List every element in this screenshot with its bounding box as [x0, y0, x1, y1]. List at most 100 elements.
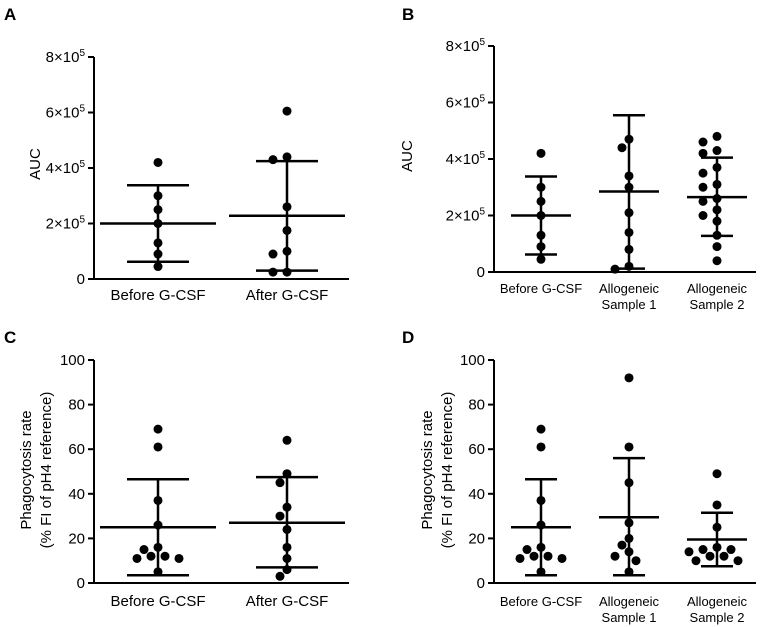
panel-c-data-point — [275, 478, 285, 488]
panel-c-y-tick-label: 80 — [68, 397, 85, 414]
panel-b-data-point — [712, 131, 722, 141]
panel-d-x-category-label: Allogeneic — [687, 594, 747, 609]
panel-b-data-point — [698, 196, 708, 206]
panel-a-y-tick-label: 0 — [77, 271, 85, 288]
panel-a-data-point — [282, 106, 292, 116]
panel-d-data-point — [631, 556, 641, 566]
panel-d-y-tick-label: 20 — [468, 530, 485, 547]
panel-a-y-axis-title: AUC — [27, 148, 44, 180]
panel-a-data-point — [282, 152, 292, 162]
panel-a-data-point — [268, 249, 278, 259]
panel-d-x-category-label: Before G-CSF — [500, 594, 582, 609]
panel-b-data-point — [698, 182, 708, 192]
panel-c-data-point — [146, 551, 156, 561]
panel-c-y-tick-label: 40 — [68, 486, 85, 503]
panel-b-data-point — [698, 148, 708, 158]
panel-a-letter: A — [4, 5, 16, 24]
panel-c-y-tick-label: 20 — [68, 530, 85, 547]
panel-b-data-point — [712, 242, 722, 252]
panel-a-x-category-label: Before G-CSF — [110, 287, 205, 304]
panel-b-data-point — [617, 143, 627, 153]
panel-a: A AUC 0 2×105 4×105 6×105 8×105 Before G-CSF A… — [4, 5, 349, 304]
panel-b-x-category-label: Before G-CSF — [500, 281, 582, 296]
panel-d-data-point — [705, 551, 715, 561]
panel-d-data-point — [536, 424, 546, 434]
panel-c: C Phagocytosis rate (% FI of pH4 referen… — [4, 328, 349, 610]
panel-d-y-tick-label: 40 — [468, 486, 485, 503]
panel-a-y-tick-label: 4×105 — [46, 159, 86, 177]
panel-d-data-point — [557, 553, 567, 563]
panel-b-data-point — [698, 211, 708, 220]
panel-d-data-point — [691, 556, 701, 566]
panel-d-data-point — [536, 442, 546, 452]
panel-b-data-point — [536, 254, 546, 264]
panel-c-data-point — [174, 553, 184, 563]
panel-d-y-tick-label: 60 — [468, 441, 485, 458]
panel-d-y-tick-label: 80 — [468, 397, 485, 414]
panel-c-data-point — [282, 435, 292, 445]
panel-d-x-category-label: Sample 1 — [602, 610, 657, 625]
panel-c-data-point — [275, 511, 285, 521]
panel-b-y-tick-label: 0 — [477, 264, 485, 281]
panel-c-x-category-label: After G-CSF — [246, 593, 329, 610]
panel-a-data-point — [268, 267, 278, 277]
panel-c-y-tick-label: 0 — [77, 575, 85, 592]
panel-d-data-point — [624, 373, 634, 383]
panel-b-x-category-label: Allogeneic — [599, 281, 659, 296]
panel-d-data-point — [733, 556, 743, 566]
panel-b-y-tick-label: 8×105 — [446, 37, 486, 55]
panel-d-data-point — [543, 551, 553, 561]
panel-b-data-point — [712, 256, 722, 266]
panel-c-data-point — [132, 553, 142, 563]
panel-c-letter: C — [4, 328, 16, 347]
panel-b-x-category-label: Sample 2 — [690, 297, 745, 312]
panel-d-y-tick-label: 100 — [460, 352, 485, 369]
panel-d-data-point — [726, 545, 736, 555]
panel-d-x-category-label: Allogeneic — [599, 594, 659, 609]
panel-d: D Phagocytosis rate (% FI of pH4 referen… — [402, 328, 756, 625]
panel-c-y-axis-title-line-1: Phagocytosis rate — [18, 410, 35, 529]
panel-c-data-point — [275, 571, 285, 581]
panel-d-y-axis-title-line-1: Phagocytosis rate — [419, 410, 436, 529]
panel-d-data-point — [684, 547, 694, 557]
panel-c-data-point — [139, 545, 149, 555]
panel-c-data-point — [160, 551, 170, 561]
panel-d-data-point — [624, 442, 634, 452]
panel-b-y-tick-label: 4×105 — [446, 150, 486, 168]
panel-c-y-tick-label: 100 — [60, 352, 85, 369]
panel-c-y-axis-title-line-2: (% FI of pH4 reference) — [38, 392, 55, 549]
panel-d-data-point — [617, 540, 627, 550]
panel-d-letter: D — [402, 328, 414, 347]
panel-a-x-category-label: After G-CSF — [246, 287, 329, 304]
panel-c-y-tick-label: 60 — [68, 441, 85, 458]
panel-c-data-point — [153, 442, 163, 452]
panel-d-data-point — [719, 551, 729, 561]
panel-a-data-point — [268, 155, 278, 165]
panel-d-data-point — [522, 545, 532, 555]
panel-d-data-point — [712, 469, 722, 479]
panel-c-x-category-label: Before G-CSF — [110, 593, 205, 610]
panel-b: B AUC 0 2×105 4×105 6×105 8×105 Before G-CSF A… — [399, 5, 756, 312]
panel-b-x-category-label: Sample 1 — [602, 297, 657, 312]
panel-b-x-category-label: Allogeneic — [687, 281, 747, 296]
panel-b-y-tick-label: 6×105 — [446, 94, 486, 112]
panel-a-data-point — [153, 157, 163, 167]
panel-d-x-category-label: Sample 2 — [690, 610, 745, 625]
panel-d-data-point — [698, 545, 708, 555]
panel-b-data-point — [536, 148, 546, 158]
panel-b-data-point — [698, 168, 708, 178]
panel-d-y-axis-title-line-2: (% FI of pH4 reference) — [439, 392, 456, 549]
panel-d-data-point — [529, 551, 539, 561]
panel-b-y-tick-label: 2×105 — [446, 207, 486, 225]
panel-d-data-point — [515, 553, 525, 563]
panel-a-y-tick-label: 2×105 — [46, 215, 86, 233]
panel-a-y-tick-label: 6×105 — [46, 104, 86, 122]
panel-d-data-point — [610, 551, 620, 561]
panel-b-data-point — [712, 146, 722, 156]
panel-b-y-axis-title: AUC — [399, 140, 416, 172]
panel-b-letter: B — [402, 5, 414, 24]
panel-c-data-point — [153, 424, 163, 434]
panel-a-y-tick-label: 8×105 — [46, 48, 86, 66]
panel-b-data-point — [698, 137, 708, 147]
